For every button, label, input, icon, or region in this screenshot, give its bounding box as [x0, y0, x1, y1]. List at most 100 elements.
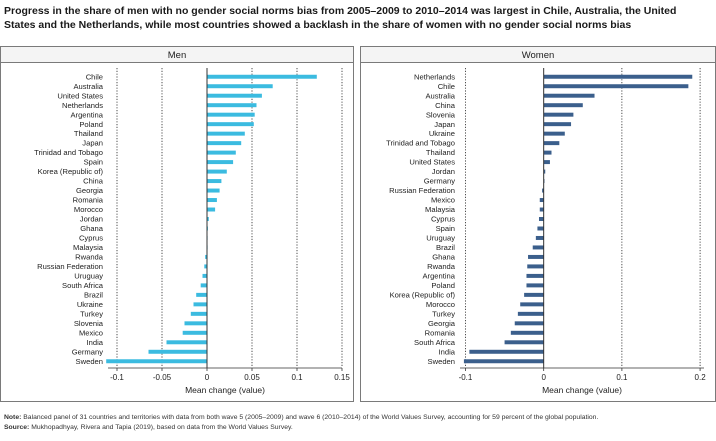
bar	[106, 359, 207, 364]
women-bar-chart: Women NetherlandsChileAustraliaChinaSlove…	[360, 46, 716, 402]
bar	[542, 188, 544, 193]
category-label: Uruguay	[426, 234, 455, 243]
bar	[543, 112, 574, 117]
category-label: India	[87, 338, 104, 347]
category-label: Russian Federation	[389, 186, 455, 195]
category-label: Russian Federation	[37, 262, 103, 271]
bar	[517, 311, 544, 316]
category-label: Netherlands	[62, 101, 103, 110]
panel-header	[0, 46, 354, 63]
panel-title: Men	[168, 50, 186, 61]
category-label: Poland	[431, 281, 455, 290]
note-label: Note:	[4, 414, 22, 421]
category-label: Georgia	[428, 319, 456, 328]
category-label: South Africa	[62, 281, 104, 290]
bar	[543, 169, 546, 174]
bar	[207, 179, 222, 184]
bar	[207, 122, 254, 127]
x-tick-label: -0.05	[153, 373, 172, 382]
category-label: Jordan	[80, 215, 103, 224]
category-label: Trinidad and Tobago	[34, 148, 103, 157]
bar	[200, 283, 207, 288]
panel-frame	[0, 46, 354, 402]
category-label: Turkey	[80, 309, 103, 318]
bar	[207, 141, 242, 146]
category-label: Ghana	[80, 224, 104, 233]
bar	[193, 302, 207, 307]
bar	[148, 349, 207, 354]
bar	[205, 254, 207, 259]
bar	[207, 93, 262, 98]
category-label: Netherlands	[414, 72, 455, 81]
category-label: Spain	[436, 224, 455, 233]
source-text: Mukhopadhyay, Rivera and Tapia (2019), b…	[31, 424, 293, 431]
category-label: Australia	[425, 91, 455, 100]
bar	[207, 160, 234, 165]
bar	[526, 283, 544, 288]
bar	[196, 292, 207, 297]
chart-title: Progress in the share of men with no gen…	[4, 5, 677, 31]
category-label: Cyprus	[79, 234, 103, 243]
bar	[514, 321, 544, 326]
bar	[207, 169, 227, 174]
category-label: South Africa	[414, 338, 456, 347]
source-line: Source: Mukhopadhyay, Rivera and Tapia (…	[4, 423, 598, 433]
category-label: Chile	[86, 72, 103, 81]
bar	[532, 245, 544, 250]
women-chart-panel: Women Netherlands Chile Australia China Slove…	[360, 46, 716, 402]
category-label: Ukraine	[429, 129, 455, 138]
bar	[520, 302, 544, 307]
panel-title: Women	[522, 50, 555, 61]
bar	[207, 198, 217, 203]
category-label: India	[439, 347, 456, 356]
category-label: China	[435, 101, 456, 110]
bar	[504, 340, 544, 345]
category-label: Uruguay	[74, 272, 103, 281]
bar	[539, 198, 544, 203]
category-label: United States	[409, 158, 455, 167]
bar	[182, 330, 207, 335]
bar	[202, 273, 207, 278]
category-label: Romania	[425, 328, 456, 337]
category-label: Argentina	[70, 110, 103, 119]
x-tick-label: -0.1	[459, 373, 473, 382]
category-label: Korea (Republic of)	[38, 167, 104, 176]
bar	[207, 207, 216, 212]
bar	[184, 321, 207, 326]
x-tick-label: -0.1	[110, 373, 124, 382]
bar	[526, 273, 544, 278]
bar	[528, 254, 544, 259]
x-tick-label: 0.15	[334, 373, 350, 382]
category-label: Spain	[84, 158, 103, 167]
category-label: Malaysia	[425, 205, 456, 214]
category-label: Australia	[73, 82, 103, 91]
men-chart-panel: Men Chile Australia United States Netherland…	[0, 46, 354, 402]
category-label: Rwanda	[75, 253, 104, 262]
category-label: Germany	[424, 177, 455, 186]
panel-frame	[360, 46, 716, 402]
bar	[543, 131, 565, 136]
category-label: Germany	[72, 347, 103, 356]
bar	[207, 150, 236, 155]
bar	[543, 150, 552, 155]
category-label: Morocco	[74, 205, 103, 214]
category-label: Georgia	[76, 186, 104, 195]
bar	[190, 311, 207, 316]
bar	[204, 264, 207, 269]
category-label: Japan	[434, 120, 455, 129]
bar	[543, 84, 689, 89]
bar	[463, 359, 544, 364]
category-label: Ukraine	[77, 300, 103, 309]
x-tick-label: 0.2	[695, 373, 707, 382]
bar	[524, 292, 544, 297]
category-label: Slovenia	[74, 319, 104, 328]
category-label: Ghana	[432, 253, 456, 262]
bar	[207, 112, 255, 117]
x-tick-label: 0.05	[244, 373, 260, 382]
category-label: Chile	[438, 82, 455, 91]
category-label: Turkey	[432, 309, 455, 318]
category-label: Jordan	[432, 167, 455, 176]
bar	[543, 122, 572, 127]
x-tick-label: 0.1	[616, 373, 628, 382]
